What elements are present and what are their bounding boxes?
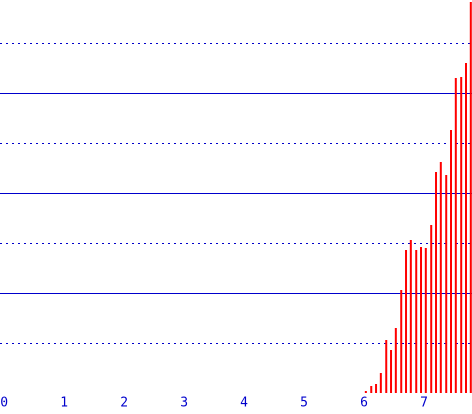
bar	[445, 175, 448, 393]
bar	[409, 240, 412, 393]
bar	[450, 130, 453, 393]
x-tick-label: 2	[120, 396, 128, 411]
bar	[430, 225, 433, 393]
bar	[375, 384, 378, 393]
bar	[465, 63, 468, 393]
bar	[379, 373, 382, 393]
x-tick-label: 3	[180, 396, 188, 411]
bar	[435, 172, 438, 393]
bar	[420, 247, 423, 393]
x-tick-label: 0	[0, 396, 8, 411]
bar	[385, 340, 388, 393]
bar	[394, 328, 397, 393]
bar	[439, 162, 442, 393]
x-tick-label: 4	[240, 396, 248, 411]
bar	[454, 78, 457, 393]
bar	[469, 2, 472, 393]
bar	[370, 386, 373, 393]
x-tick-label: 7	[420, 396, 428, 411]
bar	[460, 77, 463, 393]
bar	[400, 290, 403, 393]
bar	[390, 350, 393, 393]
x-tick-label: 5	[300, 396, 308, 411]
x-tick-label: 6	[360, 396, 368, 411]
x-tick-label: 1	[60, 396, 68, 411]
bar	[424, 248, 427, 393]
bar	[364, 391, 367, 393]
bar	[405, 250, 408, 393]
bar	[415, 250, 418, 393]
